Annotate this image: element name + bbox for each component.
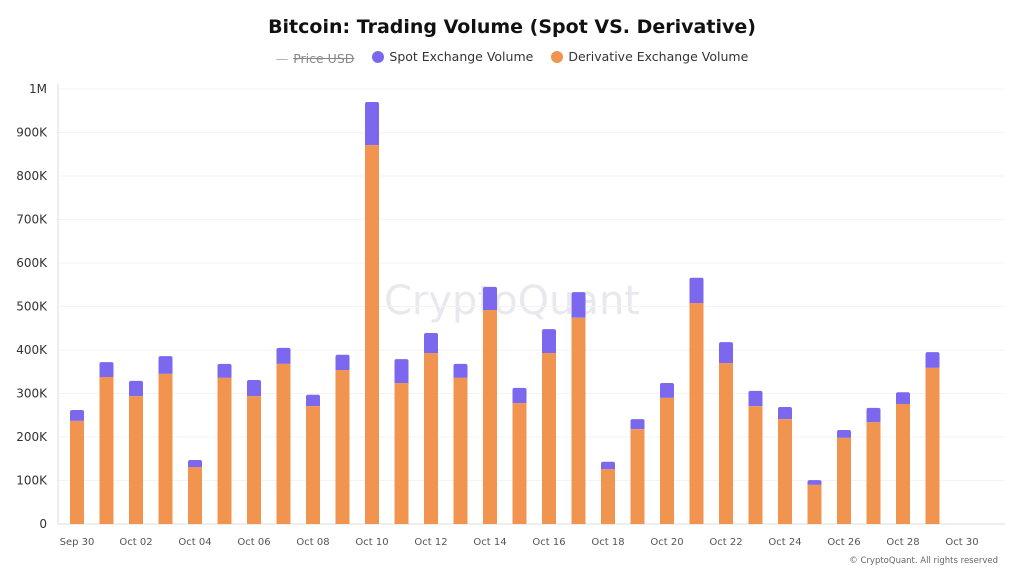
x-tick-label: Oct 24: [768, 537, 801, 548]
bar-spot: [70, 410, 84, 421]
bar-spot: [660, 383, 674, 398]
bar-spot: [778, 406, 792, 420]
bar-derivative: [99, 376, 114, 524]
x-tick-label: Oct 22: [709, 537, 742, 548]
bar-spot: [807, 480, 822, 485]
bar-spot: [217, 363, 232, 378]
x-tick-label: Oct 16: [532, 537, 565, 548]
bar-derivative: [512, 403, 527, 524]
bar-spot: [601, 461, 615, 470]
legend-dot: [551, 50, 564, 63]
bar-spot: [630, 419, 645, 430]
x-tick-label: Oct 26: [827, 537, 860, 548]
bar-spot: [424, 333, 438, 354]
bar-spot: [394, 359, 409, 384]
bar-derivative: [925, 367, 940, 524]
y-tick-label: 500K: [16, 300, 48, 314]
bar-derivative: [188, 467, 202, 524]
y-tick-label: 200K: [16, 430, 48, 444]
legend-dot: [372, 50, 385, 63]
bar-spot: [542, 329, 556, 354]
bar-spot: [925, 352, 940, 368]
bar-spot: [837, 430, 851, 438]
bar-spot: [247, 380, 261, 397]
bar-spot: [719, 342, 733, 364]
y-tick-label: 800K: [16, 169, 48, 183]
y-tick-label: 900K: [16, 126, 48, 140]
x-tick-label: Oct 10: [355, 537, 388, 548]
bar-derivative: [778, 419, 792, 524]
y-tick-label: 0: [39, 517, 47, 531]
bar-spot: [483, 286, 497, 310]
bar-spot: [365, 102, 379, 146]
bar-spot: [188, 460, 202, 468]
bar-derivative: [748, 406, 763, 524]
bar-spot: [129, 380, 143, 397]
bar-derivative: [807, 484, 822, 524]
bar-derivative: [660, 397, 674, 524]
copyright: © CryptoQuant. All rights reserved: [849, 556, 998, 566]
bar-derivative: [424, 353, 438, 524]
bar-spot: [158, 356, 173, 374]
bar-derivative: [896, 403, 910, 524]
x-tick-label: Oct 06: [237, 537, 270, 548]
legend: — Price USD Spot Exchange Volume Derivati…: [0, 49, 1024, 66]
legend-label: Spot Exchange Volume: [389, 49, 534, 64]
y-tick-label: 100K: [16, 474, 48, 488]
bar-derivative: [394, 383, 409, 524]
bar-spot: [748, 390, 763, 407]
bar-derivative: [365, 145, 379, 525]
bar-derivative: [601, 469, 615, 524]
chart-title: Bitcoin: Trading Volume (Spot VS. Deriva…: [268, 16, 756, 38]
x-tick-label: Sep 30: [60, 537, 95, 548]
x-tick-label: Oct 02: [119, 537, 152, 548]
bar-spot: [896, 392, 910, 404]
legend-label: Price USD: [293, 50, 355, 66]
bar-derivative: [630, 429, 645, 524]
y-tick-label: 600K: [16, 256, 48, 270]
bar-spot: [866, 407, 881, 423]
bar-spot: [689, 277, 704, 304]
bar-derivative: [719, 363, 733, 524]
bar-derivative: [453, 377, 468, 524]
bar-spot: [453, 363, 468, 378]
legend-label: Derivative Exchange Volume: [568, 49, 749, 64]
bar-spot: [335, 354, 350, 371]
bar-derivative: [158, 373, 173, 524]
bar-spot: [276, 347, 291, 364]
bar-derivative: [571, 317, 586, 524]
y-tick-label: 1M: [29, 82, 47, 96]
x-tick-label: Oct 08: [296, 537, 329, 548]
bar-derivative: [866, 422, 881, 524]
bar-derivative: [335, 370, 350, 524]
bar-spot: [571, 292, 586, 318]
bar-spot: [306, 394, 320, 407]
x-tick-label: Oct 04: [178, 537, 211, 548]
legend-item-price[interactable]: — Price USD: [275, 50, 355, 66]
bar-spot: [512, 387, 527, 404]
bar-derivative: [542, 353, 556, 524]
bar-derivative: [247, 396, 261, 524]
x-tick-label: Oct 30: [945, 537, 978, 548]
bar-derivative: [129, 396, 143, 524]
x-tick-label: Oct 12: [414, 537, 447, 548]
y-tick-label: 300K: [16, 387, 48, 401]
bar-derivative: [70, 420, 84, 524]
x-tick-label: Oct 20: [650, 537, 683, 548]
x-tick-label: Oct 28: [886, 537, 919, 548]
bar-spot: [99, 362, 114, 377]
bar-derivative: [483, 309, 497, 524]
bar-derivative: [306, 406, 320, 524]
bar-derivative: [276, 363, 291, 524]
legend-item-derivative[interactable]: Derivative Exchange Volume: [551, 49, 748, 64]
x-tick-label: Oct 18: [591, 537, 624, 548]
bar-derivative: [217, 377, 232, 524]
bar-derivative: [689, 303, 704, 524]
bar-derivative: [837, 437, 851, 524]
y-tick-label: 400K: [16, 343, 48, 357]
x-tick-label: Oct 14: [473, 537, 506, 548]
legend-item-spot[interactable]: Spot Exchange Volume: [372, 49, 533, 64]
y-tick-label: 700K: [16, 213, 48, 227]
